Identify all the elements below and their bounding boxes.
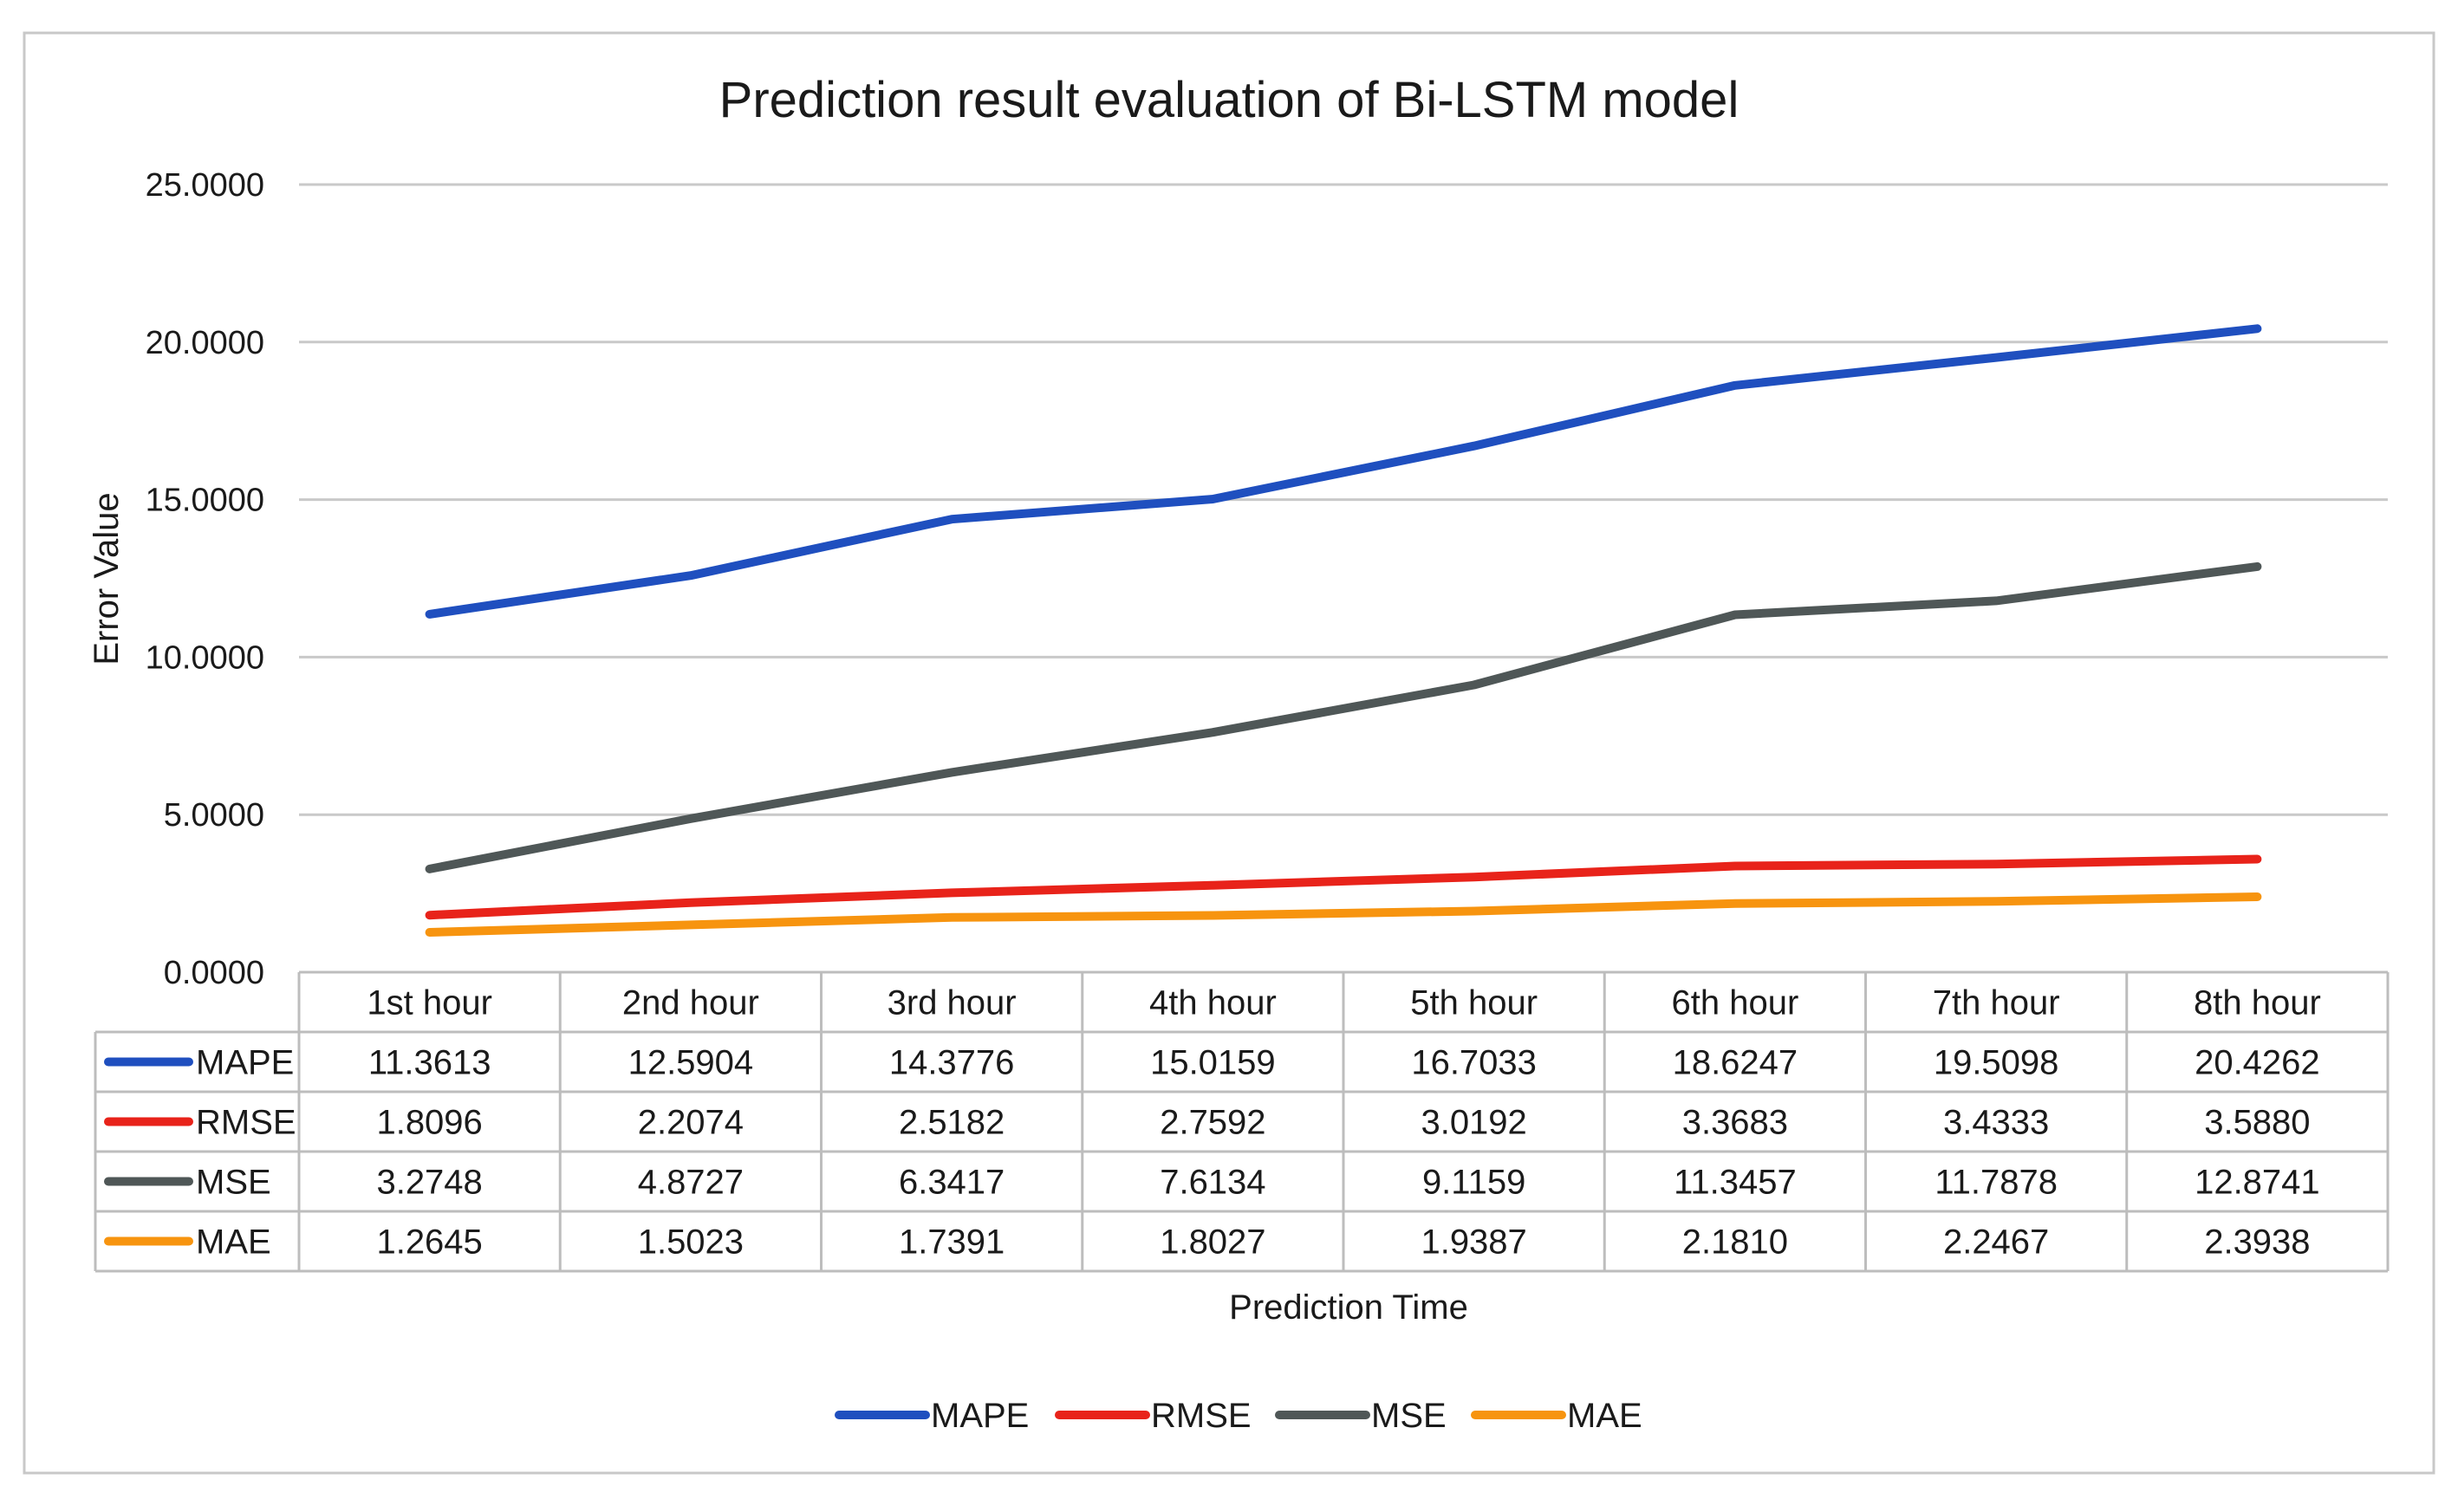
y-tick-label: 0.0000	[164, 955, 264, 991]
category-label: 7th hour	[1933, 984, 2060, 1022]
y-tick-label: 10.0000	[146, 639, 264, 676]
table-cell-value: 7.6134	[1160, 1164, 1265, 1202]
table-row-label: MAE	[196, 1223, 271, 1262]
data-table: 1st hour 2nd hour 3rd hour 4th hour 5th hour…	[94, 970, 2390, 1273]
category-label: 1st hour	[367, 984, 492, 1022]
table-cell-value: 2.2467	[1943, 1223, 2049, 1262]
table-cell-value: 11.7878	[1935, 1164, 2058, 1202]
table-cell-value: 11.3613	[368, 1044, 491, 1082]
y-tick-label: 5.0000	[164, 797, 264, 834]
table-cell-value: 2.3938	[2204, 1223, 2310, 1262]
table-row-label: MSE	[196, 1164, 271, 1202]
table-cell-value: 15.0159	[1150, 1044, 1276, 1082]
table-cell-value: 1.8096	[376, 1104, 482, 1142]
table-cell-value: 2.2074	[638, 1104, 744, 1142]
legend: MAPE RMSE MSE MAE	[835, 1397, 1642, 1435]
chart-title: Prediction result evaluation of Bi-LSTM …	[719, 72, 1739, 128]
table-cell-value: 6.3417	[899, 1164, 1005, 1202]
table-cell-value: 2.5182	[899, 1104, 1005, 1142]
table-cell-value: 2.1810	[1682, 1223, 1788, 1262]
table-cell-value: 12.8741	[2195, 1164, 2320, 1202]
table-cell-value: 9.1159	[1422, 1164, 1525, 1202]
table-cell-value: 19.5098	[1934, 1044, 2059, 1082]
table-cell-value: 1.7391	[899, 1223, 1005, 1262]
y-axis-ticks: 0.0000 5.0000 10.0000 15.0000 20.0000 25.0000	[146, 167, 264, 991]
category-label: 4th hour	[1149, 984, 1277, 1022]
table-cell-value: 11.3457	[1674, 1164, 1797, 1202]
table-cell-value: 12.5904	[628, 1044, 754, 1082]
legend-label-mae: MAE	[1567, 1397, 1642, 1435]
category-label: 2nd hour	[622, 984, 759, 1022]
table-cell-value: 20.4262	[2195, 1044, 2320, 1082]
series-lines	[425, 324, 2262, 937]
table-cell-value: 16.7033	[1411, 1044, 1537, 1082]
table-cell-value: 14.3776	[889, 1044, 1015, 1082]
table-cell-value: 3.3683	[1682, 1104, 1788, 1142]
y-tick-label: 20.0000	[146, 325, 264, 361]
category-label: 6th hour	[1671, 984, 1798, 1022]
table-cell-value: 1.5023	[638, 1223, 744, 1262]
gridlines	[299, 183, 2388, 816]
table-cell-value: 1.8027	[1160, 1223, 1265, 1262]
legend-label-mape: MAPE	[931, 1397, 1029, 1435]
category-label: 8th hour	[2194, 984, 2321, 1022]
table-cell-value: 3.0192	[1421, 1104, 1526, 1142]
chart-border	[23, 31, 2435, 1475]
y-axis-label: Error Value	[88, 492, 126, 665]
table-cell-value: 3.4333	[1943, 1104, 2049, 1142]
table-cell-value: 4.8727	[638, 1164, 744, 1202]
series-line-mape	[425, 324, 2262, 619]
table-cell-value: 1.2645	[376, 1223, 482, 1262]
table-row-label: MAPE	[196, 1044, 294, 1082]
y-tick-label: 25.0000	[146, 167, 264, 204]
series-line-rmse	[425, 854, 2262, 920]
series-line-mae	[425, 892, 2262, 937]
table-cell-value: 1.9387	[1421, 1223, 1526, 1262]
table-cell-value: 2.7592	[1160, 1104, 1265, 1142]
category-label: 5th hour	[1410, 984, 1538, 1022]
legend-label-mse: MSE	[1371, 1397, 1447, 1435]
legend-label-rmse: RMSE	[1151, 1397, 1252, 1435]
y-tick-label: 15.0000	[146, 483, 264, 519]
table-cell-value: 3.2748	[376, 1164, 482, 1202]
x-axis-label: Prediction Time	[1229, 1288, 1468, 1327]
table-cell-value: 18.6247	[1673, 1044, 1798, 1082]
category-label: 3rd hour	[888, 984, 1017, 1022]
series-line-mse	[425, 561, 2262, 873]
table-cell-value: 3.5880	[2204, 1104, 2310, 1142]
table-row-label: RMSE	[196, 1104, 296, 1142]
